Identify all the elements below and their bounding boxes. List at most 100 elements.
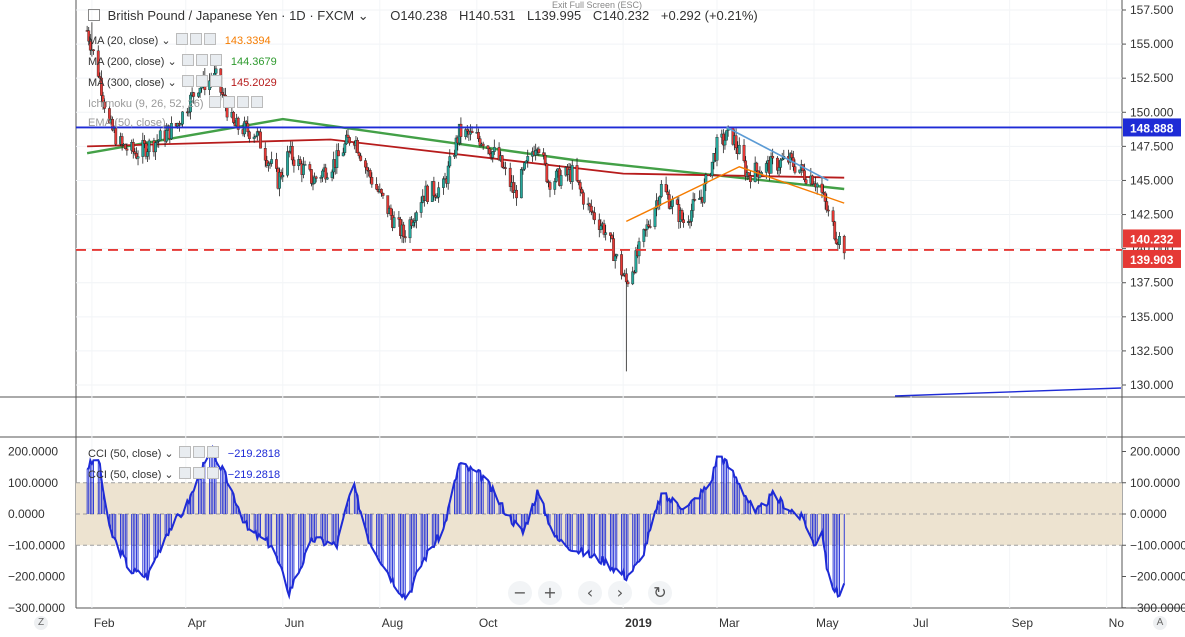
indicator-ichimoku[interactable]: Ichimoku (9, 26, 52, 26) bbox=[88, 96, 263, 110]
eye-icon[interactable] bbox=[178, 467, 191, 479]
candle-down bbox=[386, 195, 390, 214]
eye-icon[interactable] bbox=[181, 54, 194, 66]
scroll-left-button[interactable]: ‹ bbox=[578, 581, 602, 605]
candle-up bbox=[526, 156, 530, 162]
gear-icon[interactable] bbox=[222, 96, 235, 108]
candle-up bbox=[690, 210, 693, 222]
gear-icon[interactable] bbox=[192, 467, 205, 479]
eye-icon[interactable] bbox=[208, 96, 221, 108]
candle-down bbox=[324, 167, 328, 180]
price-tick-label: 155.000 bbox=[1130, 37, 1174, 51]
candle-up bbox=[189, 94, 192, 113]
candle-down bbox=[831, 210, 835, 222]
indicator-value: 144.3679 bbox=[230, 56, 277, 68]
indicator-label: MA (200, close) bbox=[88, 56, 165, 68]
eye-icon[interactable] bbox=[178, 446, 191, 458]
candle-up bbox=[281, 175, 285, 178]
candle-down bbox=[298, 159, 302, 165]
indicator-ma200[interactable]: MA (200, close) ⌄ 144.3679 bbox=[88, 54, 277, 68]
candle-up bbox=[165, 130, 169, 142]
gear-icon[interactable] bbox=[195, 75, 208, 87]
candle-down bbox=[247, 131, 251, 139]
close-icon[interactable] bbox=[206, 446, 219, 458]
indicator-ma300[interactable]: MA (300, close) ⌄ 145.2029 bbox=[88, 75, 277, 89]
candle-down bbox=[263, 148, 267, 161]
close-icon[interactable] bbox=[209, 75, 222, 87]
candle-down bbox=[488, 148, 491, 155]
price-tick-label: 130.000 bbox=[1130, 378, 1174, 392]
last-price-label: 140.232 bbox=[1130, 232, 1174, 246]
indicator-cci-2[interactable]: CCI (50, close) ⌄ −219.2818 bbox=[88, 467, 281, 481]
candle-up bbox=[553, 181, 557, 190]
support-price-label-badge bbox=[1123, 249, 1181, 268]
scroll-right-button[interactable]: › bbox=[608, 581, 632, 605]
collapse-chevron-icon[interactable] bbox=[88, 9, 100, 21]
code-icon[interactable] bbox=[236, 96, 249, 108]
candle-up bbox=[141, 140, 145, 157]
close-icon[interactable] bbox=[203, 33, 216, 45]
interval[interactable]: 1D bbox=[289, 8, 306, 23]
candle-up bbox=[524, 160, 528, 163]
close-icon[interactable] bbox=[206, 467, 219, 479]
symbol-name[interactable]: British Pound / Japanese Yen bbox=[107, 8, 278, 23]
resistance-price-label-badge bbox=[1123, 118, 1181, 137]
candle-down bbox=[478, 138, 482, 146]
candle-down bbox=[192, 92, 196, 97]
indicator-label: Ichimoku (9, 26, 52, 26) bbox=[88, 98, 204, 110]
candle-up bbox=[604, 232, 608, 235]
eye-icon[interactable] bbox=[181, 75, 194, 87]
candle-down bbox=[125, 148, 129, 151]
candle-up bbox=[321, 170, 324, 178]
candle-down bbox=[664, 184, 668, 193]
indicator-ema50[interactable]: EMA (50, close) bbox=[88, 117, 166, 129]
gear-icon[interactable] bbox=[189, 33, 202, 45]
close-icon[interactable] bbox=[209, 54, 222, 66]
candle-down bbox=[500, 155, 504, 168]
indicator-cci-1[interactable]: CCI (50, close) ⌄ −219.2818 bbox=[88, 446, 281, 460]
candle-down bbox=[504, 167, 507, 169]
candle-up bbox=[411, 222, 415, 226]
time-tick-label: Jun bbox=[285, 616, 304, 630]
indicator-value: −219.2818 bbox=[227, 448, 281, 460]
price-tick-label: 157.500 bbox=[1130, 3, 1174, 17]
time-tick-label: Sep bbox=[1012, 616, 1034, 630]
zoom-out-button[interactable]: − bbox=[508, 581, 532, 605]
candle-down bbox=[314, 176, 318, 179]
candle-down bbox=[111, 118, 114, 131]
indicator-ma20[interactable]: MA (20, close) ⌄ 143.3394 bbox=[88, 33, 271, 47]
candle-up bbox=[437, 187, 441, 198]
close-icon[interactable] bbox=[250, 96, 263, 108]
candle-up bbox=[278, 172, 281, 189]
auto-scale-button[interactable]: A bbox=[1153, 616, 1167, 630]
exit-fullscreen-hint[interactable]: Exit Full Screen (ESC) bbox=[552, 0, 643, 10]
gear-icon[interactable] bbox=[195, 54, 208, 66]
candle-down bbox=[833, 221, 837, 240]
gear-icon[interactable] bbox=[192, 446, 205, 458]
candle-up bbox=[157, 139, 161, 142]
open-value: O140.238 bbox=[390, 8, 448, 23]
candle-down bbox=[811, 175, 814, 185]
lower-trendline bbox=[894, 387, 1122, 397]
price-tick-label: 137.500 bbox=[1130, 276, 1174, 290]
candle-down bbox=[803, 170, 806, 180]
close-value: C140.232 bbox=[592, 8, 650, 23]
chevron-down-icon[interactable]: ⌄ bbox=[357, 8, 369, 23]
candle-down bbox=[426, 185, 429, 202]
candle-up bbox=[559, 175, 563, 186]
candle-up bbox=[777, 167, 781, 171]
trendline bbox=[726, 126, 829, 182]
candle-down bbox=[123, 144, 127, 150]
candle-down bbox=[259, 131, 262, 149]
high-value: H140.531 bbox=[459, 8, 516, 23]
candle-down bbox=[275, 159, 278, 169]
candle-down bbox=[92, 49, 95, 52]
candle-up bbox=[634, 250, 638, 273]
candle-down bbox=[682, 219, 685, 223]
candle-up bbox=[392, 217, 396, 228]
eye-icon[interactable] bbox=[175, 33, 188, 45]
reset-chart-button[interactable]: ↻ bbox=[648, 581, 672, 605]
zoom-in-button[interactable]: + bbox=[538, 581, 562, 605]
timezone-button[interactable]: Z bbox=[34, 616, 48, 630]
candle-up bbox=[815, 183, 819, 188]
